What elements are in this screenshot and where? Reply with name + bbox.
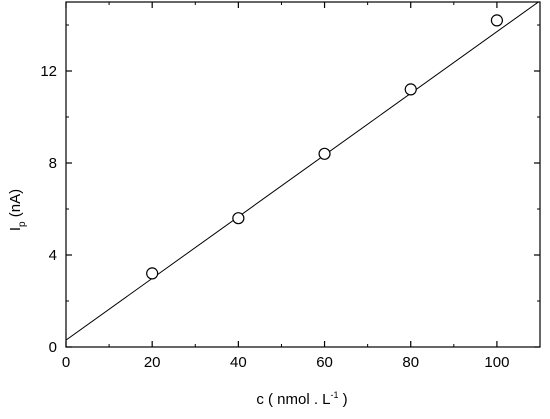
y-axis-label-subscript: p <box>17 221 28 227</box>
fit-line-group <box>66 2 540 341</box>
y-axis-label-main: I <box>7 227 24 231</box>
x-tick-label: 60 <box>316 354 333 371</box>
data-point <box>490 14 504 27</box>
y-axis-label: Ip (nA) <box>7 189 28 231</box>
x-axis-label-close: ) <box>339 391 348 408</box>
x-tick-label: 100 <box>484 354 509 371</box>
y-tick-label: 0 <box>49 339 57 356</box>
y-tick-label: 8 <box>49 155 57 172</box>
x-axis-label: c ( nmol . L-1 ) <box>256 390 347 408</box>
data-point <box>318 147 331 160</box>
data-points <box>146 14 504 280</box>
y-axis: 0 4 8 12 <box>40 24 540 356</box>
data-point <box>232 212 245 225</box>
data-point <box>404 83 417 96</box>
x-tick-label: 0 <box>62 354 70 371</box>
y-tick-label: 4 <box>49 247 57 264</box>
x-axis: 0 20 40 60 80 100 <box>62 2 509 371</box>
y-tick-label: 12 <box>40 63 57 80</box>
x-axis-label-main: c ( nmol . L <box>256 391 330 408</box>
x-tick-label: 40 <box>230 354 247 371</box>
plot-area <box>65 1 541 348</box>
fit-line <box>66 2 540 341</box>
y-axis-label-rest: (nA) <box>7 189 24 222</box>
x-tick-label: 80 <box>402 354 419 371</box>
plot-frame <box>65 1 541 348</box>
x-axis-label-superscript: -1 <box>331 390 339 400</box>
x-tick-label: 20 <box>144 354 161 371</box>
data-point <box>146 267 159 280</box>
